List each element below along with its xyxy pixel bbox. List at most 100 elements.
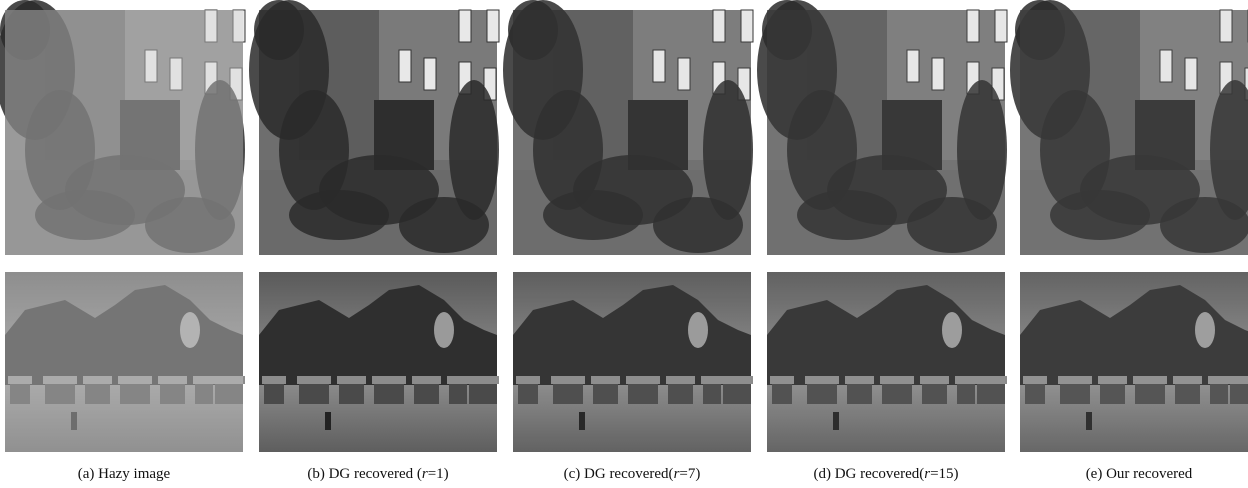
foliage bbox=[449, 80, 499, 220]
hut-roof bbox=[447, 376, 469, 384]
hut-roof bbox=[975, 376, 1007, 384]
hut bbox=[1135, 382, 1165, 404]
bottom-image bbox=[5, 272, 245, 452]
hut bbox=[807, 382, 837, 404]
cliff-highlight bbox=[688, 312, 708, 348]
hut-roof bbox=[297, 376, 331, 384]
window bbox=[204, 9, 218, 43]
hut-roof bbox=[1098, 376, 1127, 384]
hut bbox=[195, 382, 213, 404]
figure-person bbox=[71, 412, 77, 430]
foliage bbox=[0, 0, 50, 60]
hut-roof bbox=[721, 376, 753, 384]
window bbox=[906, 49, 920, 83]
hut bbox=[977, 382, 1005, 404]
figure-person bbox=[1086, 412, 1092, 430]
hut-roof bbox=[920, 376, 949, 384]
hut-roof bbox=[1208, 376, 1230, 384]
foliage bbox=[399, 197, 489, 253]
caption-part: (a) Hazy image bbox=[78, 466, 171, 482]
hut-roof bbox=[955, 376, 977, 384]
hut bbox=[10, 382, 30, 404]
mountain bbox=[259, 285, 497, 385]
hut-roof bbox=[626, 376, 660, 384]
hut bbox=[1025, 382, 1045, 404]
hut-roof bbox=[591, 376, 620, 384]
mountain bbox=[513, 285, 751, 385]
haze bbox=[767, 10, 1005, 255]
window bbox=[1219, 9, 1233, 43]
caption-part: r bbox=[422, 466, 428, 482]
window bbox=[398, 49, 412, 83]
haze bbox=[5, 10, 243, 255]
hut-roof bbox=[412, 376, 441, 384]
hut-roof bbox=[1173, 376, 1202, 384]
hut-roof bbox=[516, 376, 540, 384]
hut-roof bbox=[372, 376, 406, 384]
hut-roof bbox=[770, 376, 794, 384]
hut bbox=[299, 382, 329, 404]
hut bbox=[1060, 382, 1090, 404]
foliage bbox=[289, 190, 389, 240]
mountain bbox=[767, 285, 1005, 385]
foliage bbox=[145, 197, 235, 253]
hut bbox=[469, 382, 497, 404]
window bbox=[232, 9, 246, 43]
foliage bbox=[543, 190, 643, 240]
hut bbox=[518, 382, 538, 404]
hut bbox=[339, 382, 364, 404]
hut bbox=[628, 382, 658, 404]
hut bbox=[449, 382, 467, 404]
caption-part: =1) bbox=[428, 466, 449, 482]
foliage bbox=[35, 190, 135, 240]
hut-roof bbox=[551, 376, 585, 384]
haze bbox=[513, 10, 751, 255]
caption: (c) DG recovered(r=7) bbox=[564, 466, 701, 482]
haze bbox=[513, 272, 751, 452]
window bbox=[652, 49, 666, 83]
hut-roof bbox=[43, 376, 77, 384]
foliage bbox=[1015, 0, 1065, 60]
top-image bbox=[1010, 0, 1248, 255]
haze bbox=[1020, 10, 1248, 255]
hut bbox=[414, 382, 439, 404]
hut-roof bbox=[8, 376, 32, 384]
hut-roof bbox=[1228, 376, 1248, 384]
panel: (c) DG recovered(r=7) bbox=[503, 0, 754, 482]
foliage bbox=[653, 197, 743, 253]
caption-part: (e) Our recovered bbox=[1086, 466, 1193, 482]
hut bbox=[922, 382, 947, 404]
hut bbox=[374, 382, 404, 404]
hut-roof bbox=[1058, 376, 1092, 384]
caption-part: =7) bbox=[679, 466, 700, 482]
hut bbox=[957, 382, 975, 404]
panel: (a) Hazy image bbox=[0, 0, 246, 482]
window bbox=[677, 57, 691, 91]
hut bbox=[772, 382, 792, 404]
top-image bbox=[249, 0, 500, 255]
hut-roof bbox=[118, 376, 152, 384]
caption-part: (d) DG recovered( bbox=[813, 466, 924, 482]
panel: (b) DG recovered (r=1) bbox=[249, 0, 500, 482]
hut-roof bbox=[158, 376, 187, 384]
foliage bbox=[195, 80, 245, 220]
window bbox=[712, 9, 726, 43]
hut bbox=[85, 382, 110, 404]
top-image bbox=[0, 0, 246, 255]
window bbox=[169, 57, 183, 91]
window bbox=[144, 49, 158, 83]
foliage bbox=[1160, 197, 1248, 253]
hut bbox=[215, 382, 243, 404]
window bbox=[966, 9, 980, 43]
hut bbox=[723, 382, 751, 404]
foliage bbox=[907, 197, 997, 253]
hut bbox=[120, 382, 150, 404]
caption: (e) Our recovered bbox=[1086, 466, 1193, 482]
hut bbox=[553, 382, 583, 404]
hut-roof bbox=[845, 376, 874, 384]
hut bbox=[882, 382, 912, 404]
hut-roof bbox=[666, 376, 695, 384]
hut-roof bbox=[1133, 376, 1167, 384]
figure-person bbox=[833, 412, 839, 430]
